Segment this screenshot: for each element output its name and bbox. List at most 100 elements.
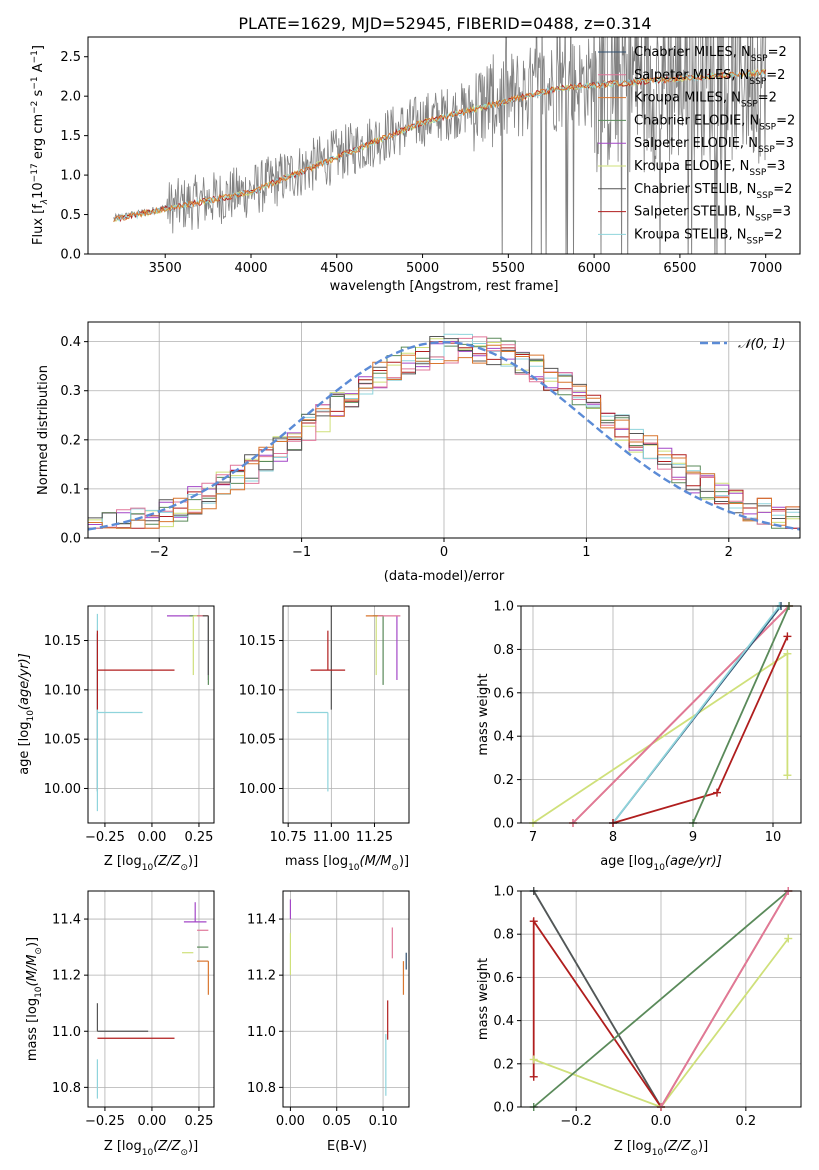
residual-xlabel: (data-model)/error xyxy=(384,569,505,584)
residual-xtick-label: −2 xyxy=(150,545,169,560)
spectrum-ytick-label: 1.5 xyxy=(60,129,81,144)
age-z-panel-frame xyxy=(87,605,215,824)
weight-z-panel-frame xyxy=(520,890,802,1108)
spectrum-xlabel: wavelength [Angstrom, rest frame] xyxy=(330,279,559,294)
spectrum-xtick-label: 6000 xyxy=(578,261,611,276)
weight-age-panel-series-salpeter_stelib xyxy=(612,636,789,824)
weight-z-panel-xtick-label: 0.0 xyxy=(651,1114,672,1129)
mass-ebv-panel-ytick-label: 11.0 xyxy=(247,1025,276,1040)
spectrum-ytick-label: 2.5 xyxy=(60,50,81,65)
weight-z-panel-ylabel: mass weight xyxy=(476,958,491,1040)
spectrum-ytick-label: 2.0 xyxy=(60,90,81,105)
spectrum-xtick-label: 4500 xyxy=(320,261,353,276)
weight-age-panel-ytick-label: 1.0 xyxy=(493,600,514,615)
legend-entry: Salpeter MILES, NSSP=2 xyxy=(634,68,785,87)
age-mass-panel-xtick-label: 11.00 xyxy=(313,830,350,845)
mass-ebv-panel-frame xyxy=(282,890,410,1108)
mass-z-panel-ytick-label: 11.4 xyxy=(52,913,81,928)
mass-z-panel-xtick-label: −0.25 xyxy=(85,1114,125,1129)
residual-histogram-kroupa_miles xyxy=(88,344,800,529)
residual-ytick-label: 0.0 xyxy=(60,532,81,547)
residual-xtick-label: −1 xyxy=(292,545,311,560)
weight-age-panel-series-chabrier_elodie xyxy=(692,605,790,824)
spectrum-xtick-label: 7000 xyxy=(749,261,782,276)
legend-entry: Salpeter STELIB, NSSP=3 xyxy=(634,205,791,224)
weight-age-panel-series-kroupa_elodie xyxy=(532,652,789,824)
weight-z-panel: −0.2 0.0 0.2 0.0 0.2 0.4 0.6 0.8 1.0 mass weight Z… xyxy=(476,885,802,1158)
weight-age-panel-xtick-label: 9 xyxy=(689,830,697,845)
spectrum-xtick-label: 5500 xyxy=(492,261,525,276)
age-z-panel-xtick-label: 0.00 xyxy=(137,830,166,845)
spectrum-ylabel: Flux [fλ10−17 erg cm−2 s−1 A−1] xyxy=(30,45,50,245)
age-mass-panel-xtick-label: 10.75 xyxy=(270,830,307,845)
residual-ytick-label: 0.1 xyxy=(60,482,81,497)
mass-z-ylabel: mass [log10(M/M⊙)] xyxy=(25,937,44,1061)
residual-frame xyxy=(87,321,801,539)
residual-ytick-label: 0.3 xyxy=(60,384,81,399)
spectrum-ytick-label: 1.0 xyxy=(60,169,81,184)
age-mass-panel-ytick-label: 10.05 xyxy=(239,733,276,748)
mass-z-panel: −0.25 0.00 0.25 10.8 11.0 11.2 11.4 Z [log10(Z/… xyxy=(25,890,215,1158)
mass-z-panel-xtick-label: 0.25 xyxy=(184,1114,213,1129)
spectrum-xtick-label: 4000 xyxy=(234,261,267,276)
weight-age-panel: 7 8 9 10 0.0 0.2 0.4 0.6 0.8 1.0 mass weight age [l… xyxy=(476,600,802,873)
weight-z-panel-ytick-label: 0.6 xyxy=(493,971,514,986)
legend-entry: Chabrier MILES, NSSP=2 xyxy=(634,45,787,64)
residual-histogram-kroupa_stelib xyxy=(88,333,800,529)
spectrum-model-salpeter_stelib xyxy=(113,69,767,223)
mass-ebv-panel-ytick-label: 10.8 xyxy=(247,1081,276,1096)
residual-ylabel: Normed distribution xyxy=(36,365,51,495)
residual-ytick-label: 0.2 xyxy=(60,433,81,448)
age-z-panel-ytick-label: 10.05 xyxy=(44,733,81,748)
residual-xtick-label: 0 xyxy=(440,545,448,560)
weight-z-panel-ytick-label: 1.0 xyxy=(493,885,514,900)
weight-z-panel-ytick-label: 0.2 xyxy=(493,1057,514,1072)
weight-z-panel-ytick-label: 0.4 xyxy=(493,1014,514,1029)
weight-age-xlabel: age [log10(age/yr)] xyxy=(600,854,722,873)
age-z-panel-xtick-label: 0.25 xyxy=(184,830,213,845)
spectrum-frame xyxy=(87,36,801,255)
mass-ebv-panel-ytick-label: 11.2 xyxy=(247,969,276,984)
spectrum-ytick-label: 0.0 xyxy=(60,248,81,263)
weight-age-panel-ytick-label: 0.0 xyxy=(493,817,514,832)
mass-z-panel-xtick-label: 0.00 xyxy=(137,1114,166,1129)
age-z-panel-ytick-label: 10.00 xyxy=(44,782,81,797)
weight-z-panel-xtick-label: 0.2 xyxy=(736,1114,757,1129)
weight-z-panel-ytick-label: 0.0 xyxy=(493,1101,514,1116)
residual-panel: −2 −1 0 1 2 0.0 0.1 0.2 0.3 0.4 (data-model)/error… xyxy=(36,321,801,584)
weight-age-panel-ytick-label: 0.4 xyxy=(493,730,514,745)
legend-entry: Salpeter ELODIE, NSSP=3 xyxy=(634,136,794,155)
age-mass-panel-ytick-label: 10.00 xyxy=(239,782,276,797)
residual-normal-curve xyxy=(87,340,801,531)
mass-z-panel-frame xyxy=(87,890,215,1108)
weight-z-panel-series-salpeter_miles xyxy=(660,890,790,1108)
spectrum-data-line xyxy=(113,37,767,254)
spectrum-xtick-label: 6500 xyxy=(663,261,696,276)
mass-z-panel-ytick-label: 11.2 xyxy=(52,969,81,984)
residual-ytick-label: 0.4 xyxy=(60,335,81,350)
residual-xtick-label: 1 xyxy=(582,545,590,560)
weight-age-panel-ytick-label: 0.8 xyxy=(493,643,514,658)
age-mass-panel: 10.75 11.00 11.25 10.00 10.05 10.10 10.15 mass … xyxy=(239,605,410,873)
spectrum-xtick-label: 3500 xyxy=(149,261,182,276)
residual-histogram-chabrier_stelib xyxy=(88,336,800,525)
age-z-panel: −0.25 0.00 0.25 10.00 10.05 10.10 10.15 Z [log1… xyxy=(17,605,215,873)
spectrum-panel: 3500 4000 4500 5000 5500 6000 6500 7000 0.0 0.5 1.… xyxy=(30,36,801,294)
spectrum-model-kroupa_miles xyxy=(113,69,766,223)
age-z-panel-xtick-label: −0.25 xyxy=(85,830,125,845)
spectrum-xtick-label: 5000 xyxy=(406,261,439,276)
age-mass-xlabel: mass [log10(M/M⊙)] xyxy=(285,854,409,873)
age-mass-panel-frame xyxy=(282,605,410,824)
mass-z-panel-ytick-label: 10.8 xyxy=(52,1081,81,1096)
weight-age-panel-series-kroupa_stelib xyxy=(612,605,781,824)
weight-z-panel-xtick-label: −0.2 xyxy=(560,1114,592,1129)
age-mass-panel-ytick-label: 10.10 xyxy=(239,683,276,698)
age-z-xlabel: Z [log10(Z/Z⊙)] xyxy=(104,854,198,873)
age-mass-panel-xtick-label: 11.25 xyxy=(356,830,393,845)
age-z-ylabel: age [log10(age/yr)] xyxy=(17,653,36,775)
mass-ebv-panel-xtick-label: 0.00 xyxy=(276,1114,305,1129)
figure-title: PLATE=1629, MJD=52945, FIBERID=0488, z=0… xyxy=(238,14,651,33)
weight-age-panel-frame xyxy=(520,605,802,824)
mass-ebv-panel-xtick-label: 0.10 xyxy=(369,1114,398,1129)
mass-ebv-panel-xtick-label: 0.05 xyxy=(322,1114,351,1129)
